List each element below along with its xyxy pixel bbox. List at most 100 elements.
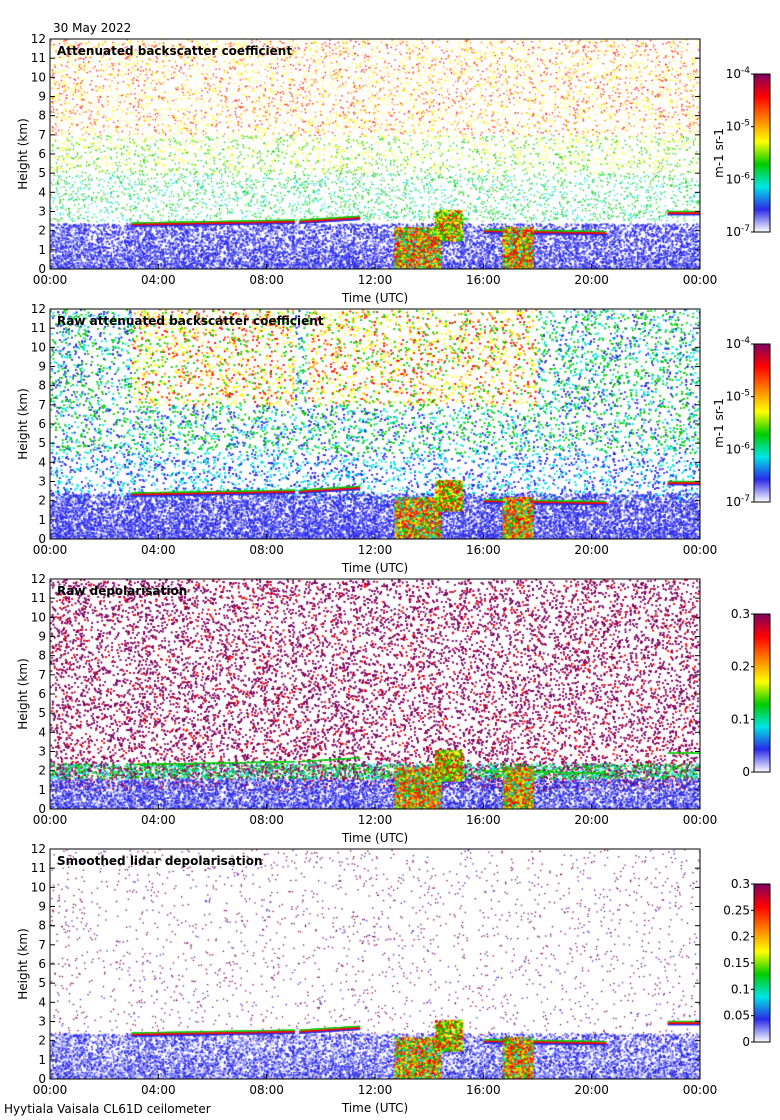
colorbar-tick-label: 0.25 xyxy=(723,903,750,917)
y-axis-label: Height (km) xyxy=(16,118,30,189)
colorbar-unit-label: m-1 sr-1 xyxy=(712,128,726,178)
y-tick-label: 0 xyxy=(38,802,46,816)
heatmap-image xyxy=(50,849,700,1079)
x-tick-label: 04:00 xyxy=(141,273,176,287)
x-tick-label: 04:00 xyxy=(141,1083,176,1097)
x-tick-label: 16:00 xyxy=(466,1083,501,1097)
y-tick-label: 3 xyxy=(38,205,46,219)
y-tick-label: 0 xyxy=(38,1072,46,1086)
y-tick-label: 10 xyxy=(31,880,46,894)
colorbar xyxy=(753,883,771,1043)
y-tick-label: 2 xyxy=(38,1034,46,1048)
colorbar-tick-label: 10-4 xyxy=(726,336,751,351)
colorbar-tick-label: 0.05 xyxy=(723,1009,750,1023)
x-tick-label: 08:00 xyxy=(249,813,284,827)
y-tick-label: 8 xyxy=(38,109,46,123)
y-tick-label: 7 xyxy=(38,668,46,682)
y-tick-label: 10 xyxy=(31,70,46,84)
x-tick-label: 20:00 xyxy=(574,273,609,287)
x-tick-label: 00:00 xyxy=(33,543,68,557)
y-tick-label: 1 xyxy=(38,243,46,257)
x-tick-label: 16:00 xyxy=(466,813,501,827)
y-tick-label: 12 xyxy=(31,572,46,586)
colorbar-tick-label: 0.3 xyxy=(731,877,750,891)
y-tick-label: 4 xyxy=(38,995,46,1009)
y-axis-label: Height (km) xyxy=(16,388,30,459)
y-tick-label: 5 xyxy=(38,706,46,720)
x-tick-label: 00:00 xyxy=(683,813,718,827)
x-tick-label: 00:00 xyxy=(683,543,718,557)
y-tick-label: 5 xyxy=(38,166,46,180)
y-tick-label: 2 xyxy=(38,224,46,238)
x-tick-label: 00:00 xyxy=(683,273,718,287)
y-tick-label: 11 xyxy=(31,591,46,605)
x-tick-label: 00:00 xyxy=(33,273,68,287)
colorbar-tick-label: 0.2 xyxy=(731,930,750,944)
x-tick-label: 12:00 xyxy=(358,543,393,557)
y-tick-label: 5 xyxy=(38,436,46,450)
y-tick-label: 4 xyxy=(38,725,46,739)
y-tick-label: 0 xyxy=(38,262,46,276)
y-axis-label: Height (km) xyxy=(16,928,30,999)
y-tick-label: 9 xyxy=(38,630,46,644)
y-tick-label: 1 xyxy=(38,1053,46,1067)
x-axis-label: Time (UTC) xyxy=(341,1101,408,1115)
x-tick-label: 12:00 xyxy=(358,813,393,827)
y-tick-label: 3 xyxy=(38,1015,46,1029)
colorbar-tick-label: 10-6 xyxy=(726,171,751,186)
y-tick-label: 5 xyxy=(38,976,46,990)
x-tick-label: 20:00 xyxy=(574,1083,609,1097)
x-axis-label: Time (UTC) xyxy=(341,561,408,575)
y-tick-label: 1 xyxy=(38,513,46,527)
colorbar xyxy=(753,343,771,503)
x-tick-label: 00:00 xyxy=(33,1083,68,1097)
colorbar-tick-label: 0 xyxy=(742,1035,750,1049)
heatmap-image xyxy=(50,579,700,809)
x-axis-label: Time (UTC) xyxy=(341,291,408,305)
y-tick-label: 7 xyxy=(38,128,46,142)
heatmap-image xyxy=(50,39,700,269)
colorbar-tick-label: 0.3 xyxy=(731,607,750,621)
y-axis-label: Height (km) xyxy=(16,658,30,729)
y-tick-label: 6 xyxy=(38,147,46,161)
y-tick-label: 11 xyxy=(31,321,46,335)
y-tick-label: 9 xyxy=(38,360,46,374)
colorbar-tick-label: 10-6 xyxy=(726,441,751,456)
x-tick-label: 08:00 xyxy=(249,1083,284,1097)
colorbar-tick-label: 10-5 xyxy=(726,389,750,404)
colorbar-tick-label: 0.1 xyxy=(731,982,750,996)
y-tick-label: 8 xyxy=(38,379,46,393)
y-tick-label: 9 xyxy=(38,90,46,104)
colorbar-tick-label: 10-5 xyxy=(726,119,750,134)
x-tick-label: 00:00 xyxy=(683,1083,718,1097)
y-tick-label: 0 xyxy=(38,532,46,546)
x-tick-label: 16:00 xyxy=(466,273,501,287)
y-tick-label: 6 xyxy=(38,687,46,701)
y-tick-label: 3 xyxy=(38,475,46,489)
y-tick-label: 12 xyxy=(31,842,46,856)
y-tick-label: 2 xyxy=(38,764,46,778)
y-tick-label: 10 xyxy=(31,340,46,354)
colorbar-tick-label: 10-4 xyxy=(726,66,751,81)
y-tick-label: 4 xyxy=(38,185,46,199)
colorbar-tick-label: 0.2 xyxy=(731,660,750,674)
colorbar-tick-label: 10-7 xyxy=(726,224,750,239)
y-tick-label: 4 xyxy=(38,455,46,469)
y-tick-label: 10 xyxy=(31,610,46,624)
colorbar-tick-label: 0 xyxy=(742,765,750,779)
x-tick-label: 08:00 xyxy=(249,543,284,557)
y-tick-label: 11 xyxy=(31,51,46,65)
y-tick-label: 9 xyxy=(38,900,46,914)
y-tick-label: 3 xyxy=(38,745,46,759)
y-tick-label: 6 xyxy=(38,957,46,971)
x-tick-label: 00:00 xyxy=(33,813,68,827)
x-tick-label: 08:00 xyxy=(249,273,284,287)
x-tick-label: 16:00 xyxy=(466,543,501,557)
colorbar-tick-label: 0.1 xyxy=(731,712,750,726)
panel-title: Smoothed lidar depolarisation xyxy=(57,854,263,868)
